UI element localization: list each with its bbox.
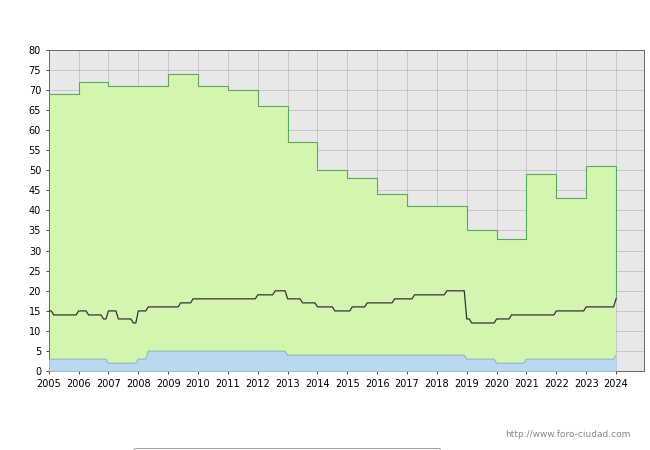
Text: http://www.foro-ciudad.com: http://www.foro-ciudad.com <box>505 430 630 439</box>
Text: FORO-CIUDAD.COM: FORO-CIUDAD.COM <box>195 235 497 263</box>
Text: Tamariz de Campos - Evolucion de la poblacion en edad de Trabajar Noviembre de 2: Tamariz de Campos - Evolucion de la pobl… <box>19 14 631 28</box>
Legend: Ocupados, Parados, Hab. entre 16-64: Ocupados, Parados, Hab. entre 16-64 <box>133 448 440 450</box>
